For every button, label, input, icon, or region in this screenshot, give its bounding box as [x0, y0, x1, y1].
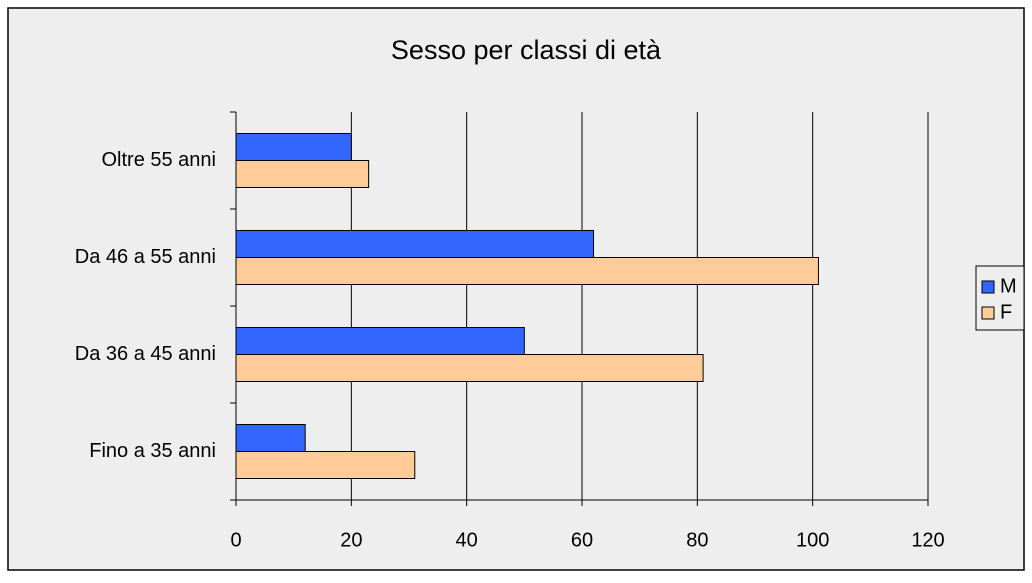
bar	[235, 451, 416, 479]
x-tick-label: 120	[911, 529, 944, 551]
bar	[235, 230, 595, 258]
bar	[235, 133, 352, 161]
legend-swatch	[981, 280, 995, 294]
bar	[235, 257, 819, 285]
x-tick-label: 80	[686, 529, 708, 551]
y-tick-label: Oltre 55 anni	[101, 149, 216, 171]
x-tick-label: 20	[340, 529, 362, 551]
y-tick-label: Da 46 a 55 anni	[75, 246, 216, 268]
chart-title: Sesso per classi di età	[391, 35, 662, 65]
y-tick-label: Fino a 35 anni	[89, 440, 216, 462]
x-tick-label: 100	[796, 529, 829, 551]
x-tick-label: 0	[230, 529, 241, 551]
x-tick-label: 60	[571, 529, 593, 551]
y-tick-label: Da 36 a 45 anni	[75, 343, 216, 365]
bar	[235, 160, 370, 188]
legend-swatch	[981, 306, 995, 320]
bar	[235, 327, 525, 355]
legend-label: F	[1000, 301, 1012, 323]
legend-label: M	[1000, 275, 1017, 297]
x-tick-label: 40	[456, 529, 478, 551]
bar	[235, 354, 704, 382]
bar	[235, 424, 306, 452]
chart-frame	[7, 7, 1025, 571]
